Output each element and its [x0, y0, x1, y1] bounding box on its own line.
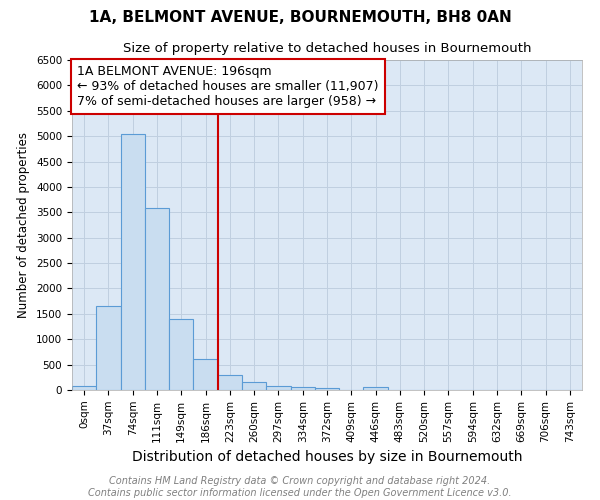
Title: Size of property relative to detached houses in Bournemouth: Size of property relative to detached ho… [123, 42, 531, 54]
Bar [121, 134, 145, 390]
Bar [290, 388, 315, 390]
Bar [242, 382, 266, 390]
Bar [145, 208, 169, 390]
Bar [218, 375, 242, 390]
Bar [193, 358, 218, 390]
Bar [72, 386, 96, 390]
Y-axis label: Number of detached properties: Number of detached properties [17, 132, 31, 318]
Bar [266, 386, 290, 390]
Bar [96, 306, 121, 390]
Bar [169, 319, 193, 390]
Text: 1A BELMONT AVENUE: 196sqm
← 93% of detached houses are smaller (11,907)
7% of se: 1A BELMONT AVENUE: 196sqm ← 93% of detac… [77, 65, 379, 108]
Text: Contains HM Land Registry data © Crown copyright and database right 2024.
Contai: Contains HM Land Registry data © Crown c… [88, 476, 512, 498]
Bar [315, 388, 339, 390]
X-axis label: Distribution of detached houses by size in Bournemouth: Distribution of detached houses by size … [132, 450, 522, 464]
Text: 1A, BELMONT AVENUE, BOURNEMOUTH, BH8 0AN: 1A, BELMONT AVENUE, BOURNEMOUTH, BH8 0AN [89, 10, 511, 25]
Bar [364, 388, 388, 390]
